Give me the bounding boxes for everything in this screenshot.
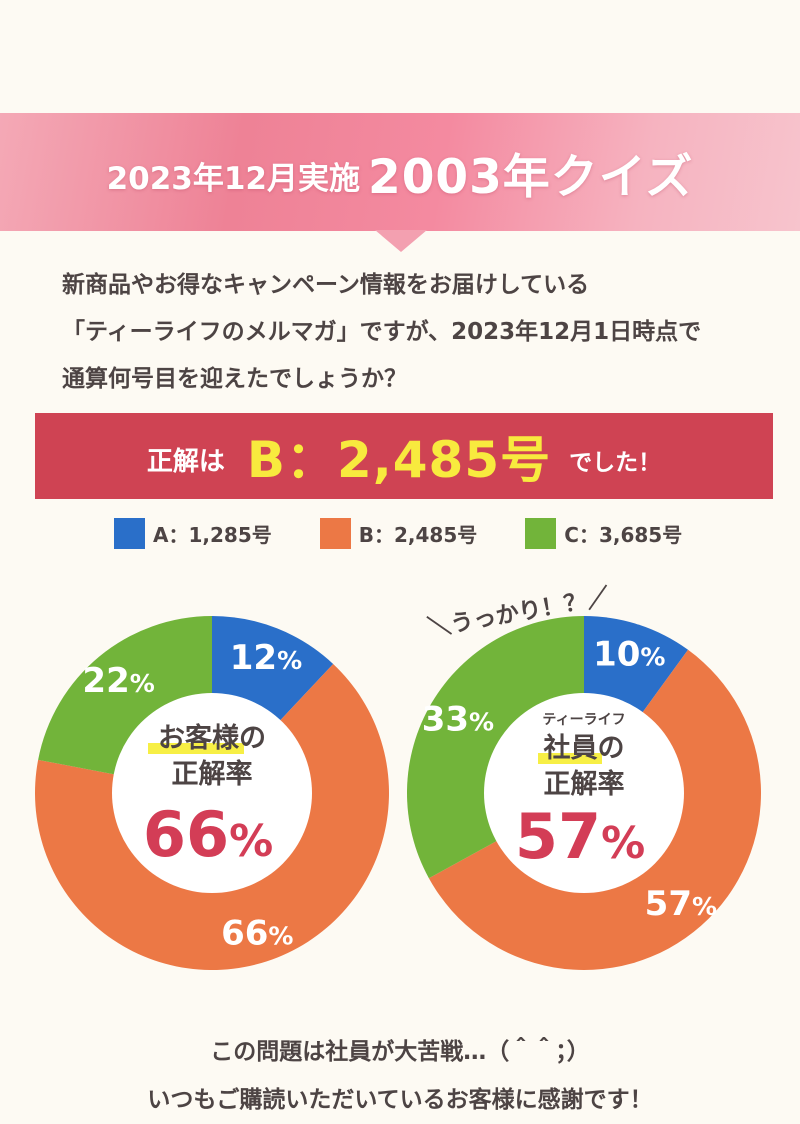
question-text: 新商品やお得なキャンペーン情報をお届けしている 「ティーライフのメルマガ」ですが… bbox=[62, 262, 782, 403]
slice-label-b: 57% bbox=[645, 884, 717, 924]
legend-label-a: A：1,285号 bbox=[153, 522, 272, 547]
legend-label-b: B：2,485号 bbox=[358, 522, 478, 547]
question-line: 新商品やお得なキャンペーン情報をお届けしている bbox=[62, 272, 590, 298]
center-value: 66% bbox=[143, 798, 273, 871]
center-title-line1: お客様の bbox=[158, 722, 266, 754]
answer-value: B：2,485号 bbox=[246, 431, 552, 489]
center-title-line2: 正解率 bbox=[544, 768, 625, 800]
legend-swatch-c bbox=[525, 517, 557, 549]
footer-line: この問題は社員が大苦戦…（＾＾；） bbox=[210, 1039, 590, 1065]
slice-label-c: 33% bbox=[422, 699, 494, 739]
header-banner bbox=[0, 113, 800, 231]
quiz-date-label: 2023年12月実施 bbox=[106, 160, 360, 197]
legend-item-c: C：3,685号 bbox=[525, 517, 683, 549]
center-title-line2: 正解率 bbox=[172, 758, 253, 790]
quiz-title: 2003年クイズ bbox=[368, 149, 694, 205]
donut-hole bbox=[484, 693, 684, 893]
question-line: 「ティーライフのメルマガ」ですが、2023年12月1日時点で bbox=[62, 319, 702, 345]
answer-suffix: でした！ bbox=[569, 450, 662, 476]
title-highlight bbox=[148, 743, 244, 754]
slice-label-b: 66% bbox=[221, 913, 293, 953]
slice-label-a: 10% bbox=[593, 635, 665, 675]
slice-label-c: 22% bbox=[82, 661, 154, 701]
answer-banner: 正解は B：2,485号 でした！ bbox=[35, 413, 773, 499]
legend-swatch-b bbox=[319, 517, 351, 549]
answer-prefix: 正解は bbox=[146, 446, 225, 477]
header-title: 2023年12月実施 2003年クイズ bbox=[0, 113, 800, 231]
chart-legend: A：1,285号 B：2,485号 C：3,685号 bbox=[114, 516, 734, 550]
title-highlight bbox=[538, 753, 602, 764]
slice-label-a: 12% bbox=[230, 638, 302, 678]
footer-message: この問題は社員が大苦戦…（＾＾；） いつもご購読いただいているお客様に感謝です！ bbox=[0, 1028, 800, 1124]
banner-pointer bbox=[375, 230, 427, 252]
legend-label-c: C：3,685号 bbox=[564, 522, 683, 547]
center-subtitle: ティーライフ bbox=[542, 712, 625, 728]
question-line: 通算何号目を迎えたでしょうか？ bbox=[62, 366, 407, 392]
legend-item-a: A：1,285号 bbox=[114, 517, 272, 549]
footer-line: いつもご購読いただいているお客様に感謝です！ bbox=[147, 1087, 653, 1113]
center-value: 57% bbox=[515, 800, 645, 873]
center-title-line1: 社員の bbox=[544, 732, 625, 764]
legend-swatch-a bbox=[114, 517, 145, 549]
legend-item-b: B：2,485号 bbox=[319, 517, 478, 549]
